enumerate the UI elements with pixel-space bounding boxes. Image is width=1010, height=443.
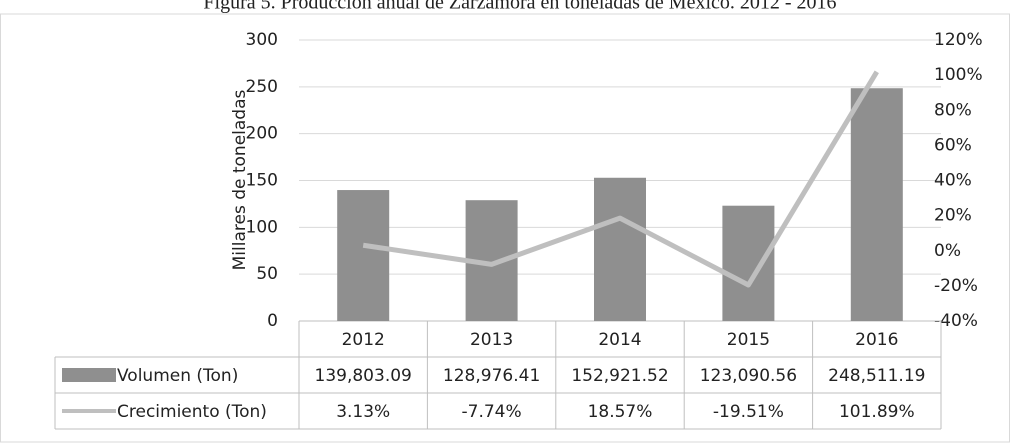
bar (337, 190, 390, 321)
chart-title: Figura 5. Producción anual de Zarzamora … (203, 0, 836, 14)
bar (722, 205, 775, 321)
x-tick-label: 2015 (727, 330, 770, 350)
y-tick-label: 150 (246, 171, 278, 191)
y-tick-label: 300 (246, 30, 278, 50)
legend-label: Volumen (Ton) (117, 366, 238, 386)
y2-tick-label: 60% (934, 135, 972, 155)
table-value: 139,803.09 (315, 366, 412, 386)
x-tick-label: 2014 (598, 330, 641, 350)
table-value: 18.57% (588, 402, 653, 422)
y2-tick-label: -20% (934, 276, 978, 296)
line (362, 70, 879, 288)
y-tick-label: 0 (267, 311, 278, 331)
y2-tick-label: 20% (934, 206, 972, 226)
x-tick-label: 2013 (470, 330, 513, 350)
y2-tick-label: 0% (934, 241, 961, 261)
table-value: 123,090.56 (700, 366, 797, 386)
table-value: 3.13% (336, 402, 390, 422)
y-axis-label: Millares de toneladas (230, 89, 250, 270)
y-tick-label: 250 (246, 77, 278, 97)
legend-label: Crecimiento (Ton) (117, 402, 267, 422)
y2-tick-label: 40% (934, 171, 972, 191)
y-tick-label: 100 (246, 217, 278, 237)
x-tick-label: 2016 (855, 330, 898, 350)
bar (594, 177, 646, 321)
table-value: 152,921.52 (571, 366, 668, 386)
table-value: 248,511.19 (828, 366, 925, 386)
y2-tick-label: 100% (934, 65, 983, 85)
y2-tick-label: 80% (934, 100, 972, 120)
table-value: -19.51% (713, 402, 784, 422)
y-tick-label: 50 (256, 264, 278, 284)
legend-swatch (62, 368, 116, 382)
x-tick-label: 2012 (342, 330, 385, 350)
table-value: -7.74% (462, 402, 522, 422)
y-tick-label: 200 (246, 124, 278, 144)
y2-tick-label: 120% (934, 30, 983, 50)
table-value: 101.89% (839, 402, 915, 422)
bar (850, 88, 903, 322)
table-value: 128,976.41 (443, 366, 540, 386)
y2-tick-label: -40% (934, 311, 978, 331)
